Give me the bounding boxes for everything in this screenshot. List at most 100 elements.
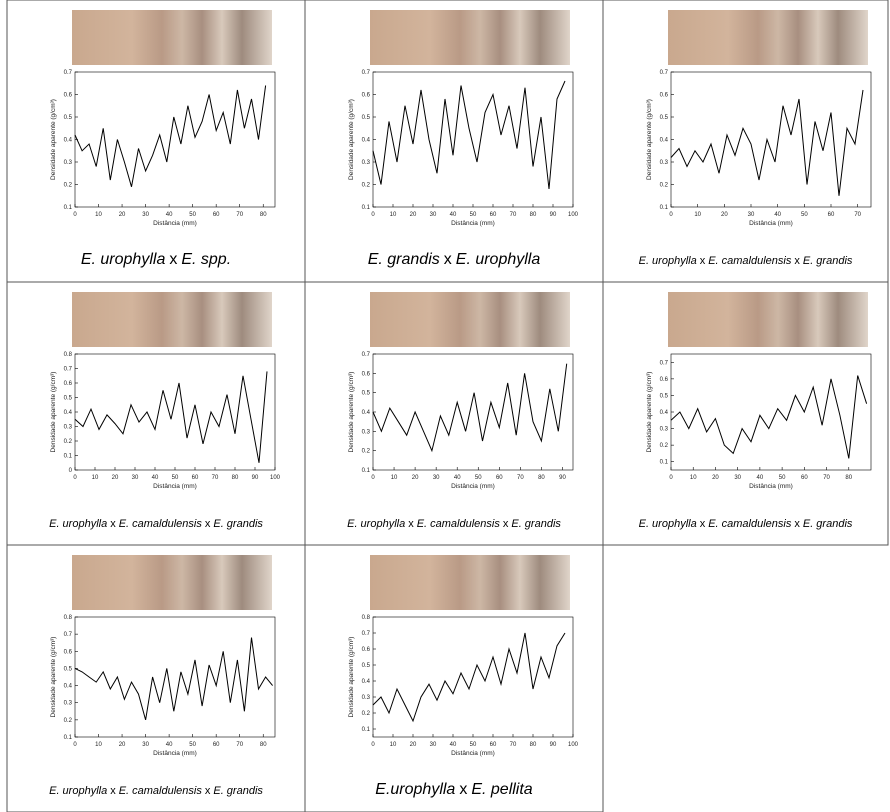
y-tick-label: 0.1 bbox=[362, 468, 371, 474]
density-line bbox=[372, 632, 566, 723]
y-tick-label: 0.5 bbox=[64, 666, 73, 672]
caption-part: x bbox=[794, 255, 800, 267]
y-tick-label: 0.6 bbox=[660, 93, 669, 99]
caption-part: E. urophylla bbox=[639, 255, 697, 267]
y-tick-label: 0.4 bbox=[660, 410, 669, 416]
y-tick-label: 0.1 bbox=[362, 727, 371, 733]
y-axis-label: Densidade aparente (g/cm³) bbox=[348, 99, 355, 180]
y-tick-label: 0.6 bbox=[64, 649, 73, 655]
x-tick-label: 70 bbox=[517, 475, 524, 481]
x-tick-label: 60 bbox=[213, 212, 220, 218]
x-tick-label: 30 bbox=[430, 742, 437, 748]
y-axis-label: Densidade aparente (g/cm³) bbox=[646, 99, 653, 180]
y-tick-label: 0.7 bbox=[64, 367, 73, 373]
y-tick-label: 0.1 bbox=[660, 460, 669, 466]
x-tick-label: 20 bbox=[412, 475, 419, 481]
y-tick-label: 0.8 bbox=[64, 615, 73, 621]
y-tick-label: 0.3 bbox=[362, 160, 371, 166]
x-tick-label: 70 bbox=[510, 212, 517, 218]
caption-part: x bbox=[205, 518, 211, 530]
y-tick-label: 0.1 bbox=[362, 205, 371, 211]
x-tick-label: 50 bbox=[189, 742, 196, 748]
density-line bbox=[670, 375, 868, 459]
x-tick-label: 50 bbox=[801, 212, 808, 218]
y-tick-label: 0.6 bbox=[362, 647, 371, 653]
x-tick-label: 60 bbox=[828, 212, 835, 218]
x-tick-label: 60 bbox=[496, 475, 503, 481]
plot-frame bbox=[670, 353, 872, 471]
x-tick-label: 70 bbox=[854, 212, 861, 218]
x-tick-label: 40 bbox=[774, 212, 781, 218]
density-line bbox=[372, 80, 566, 190]
y-tick-label: 0.1 bbox=[660, 205, 669, 211]
x-tick-label: 20 bbox=[119, 742, 126, 748]
caption-part: E. camaldulensis bbox=[417, 518, 501, 530]
x-tick-label: 40 bbox=[166, 742, 173, 748]
x-tick-label: 0 bbox=[669, 475, 673, 481]
x-tick-label: 0 bbox=[73, 212, 77, 218]
y-tick-label: 0.6 bbox=[362, 93, 371, 99]
y-tick-label: 0.2 bbox=[362, 449, 371, 455]
x-tick-label: 80 bbox=[845, 475, 852, 481]
y-tick-label: 0.3 bbox=[660, 427, 669, 433]
x-tick-label: 60 bbox=[801, 475, 808, 481]
caption-part: x bbox=[110, 785, 116, 797]
x-tick-label: 0 bbox=[371, 212, 375, 218]
x-tick-label: 40 bbox=[757, 475, 764, 481]
y-axis-label: Densidade aparente (g/cm³) bbox=[348, 372, 355, 453]
x-tick-label: 90 bbox=[550, 212, 557, 218]
x-tick-label: 60 bbox=[192, 475, 199, 481]
caption-part: E. camaldulensis bbox=[708, 255, 792, 267]
x-tick-label: 50 bbox=[189, 212, 196, 218]
x-tick-label: 20 bbox=[410, 212, 417, 218]
x-tick-label: 70 bbox=[510, 742, 517, 748]
x-tick-label: 40 bbox=[450, 742, 457, 748]
x-tick-label: 90 bbox=[559, 475, 566, 481]
y-tick-label: 0.2 bbox=[362, 183, 371, 189]
y-tick-label: 0.5 bbox=[660, 393, 669, 399]
density-line bbox=[74, 637, 273, 721]
caption-part: E. urophylla bbox=[347, 518, 405, 530]
caption-part: x bbox=[169, 251, 177, 268]
caption: E. urophylla x E. camaldulensis x E. grandis bbox=[49, 518, 263, 530]
caption-part: E. urophylla bbox=[639, 518, 697, 530]
x-tick-label: 80 bbox=[538, 475, 545, 481]
y-tick-label: 0.3 bbox=[362, 695, 371, 701]
y-tick-label: 0.4 bbox=[64, 684, 73, 690]
caption-part: E. camaldulensis bbox=[119, 785, 203, 797]
y-tick-label: 0.1 bbox=[64, 205, 73, 211]
caption-part: E. camaldulensis bbox=[119, 518, 203, 530]
y-tick-label: 0.5 bbox=[362, 391, 371, 397]
y-tick-label: 0 bbox=[69, 468, 73, 474]
caption: E. urophylla x E. camaldulensis x E. grandis bbox=[347, 518, 561, 530]
caption-part: E. urophylla bbox=[81, 251, 166, 268]
y-tick-label: 0.3 bbox=[64, 701, 73, 707]
x-tick-label: 20 bbox=[410, 742, 417, 748]
y-tick-label: 0.8 bbox=[64, 352, 73, 358]
x-tick-label: 80 bbox=[232, 475, 239, 481]
x-tick-label: 0 bbox=[73, 742, 77, 748]
caption-part: x bbox=[444, 251, 452, 268]
y-tick-label: 0.5 bbox=[660, 115, 669, 121]
x-tick-label: 30 bbox=[142, 212, 149, 218]
x-tick-label: 50 bbox=[470, 742, 477, 748]
caption-part: E.urophylla bbox=[375, 781, 455, 798]
x-tick-label: 80 bbox=[260, 212, 267, 218]
caption-part: x bbox=[110, 518, 116, 530]
x-tick-label: 20 bbox=[721, 212, 728, 218]
x-axis-label: Distância (mm) bbox=[451, 750, 495, 757]
x-tick-label: 0 bbox=[371, 475, 375, 481]
y-tick-label: 0.2 bbox=[660, 443, 669, 449]
panel-border bbox=[602, 281, 889, 546]
x-tick-label: 10 bbox=[390, 742, 397, 748]
x-tick-label: 30 bbox=[132, 475, 139, 481]
x-tick-label: 30 bbox=[748, 212, 755, 218]
y-tick-label: 0.6 bbox=[64, 93, 73, 99]
caption-part: E. urophylla bbox=[49, 785, 107, 797]
x-tick-label: 40 bbox=[450, 212, 457, 218]
x-tick-label: 20 bbox=[712, 475, 719, 481]
y-axis-label: Densidade aparente (g/cm³) bbox=[50, 372, 57, 453]
y-tick-label: 0.3 bbox=[362, 429, 371, 435]
x-axis-label: Distância (mm) bbox=[153, 220, 197, 227]
